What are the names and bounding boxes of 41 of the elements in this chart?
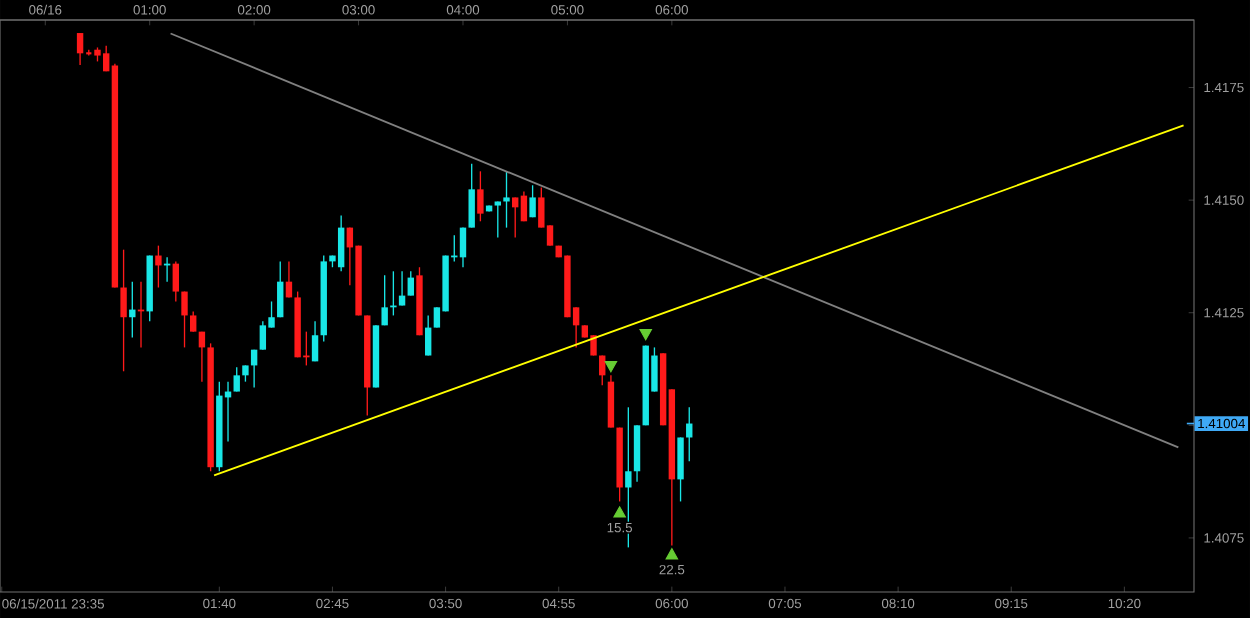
candlestick [599, 354, 606, 386]
point [639, 329, 653, 341]
candlestick [520, 190, 528, 222]
candlestick [424, 314, 432, 357]
candlestick [207, 342, 214, 472]
candlestick [468, 162, 475, 229]
candlestick [76, 32, 84, 66]
candlestick [633, 424, 641, 483]
candlestick [337, 214, 345, 272]
candlestick [398, 270, 406, 307]
candlestick [503, 170, 510, 229]
candlestick [477, 170, 484, 222]
candlestick [233, 366, 240, 393]
candlestick [607, 374, 615, 429]
candlestick [181, 290, 188, 349]
candlestick [494, 200, 501, 239]
point [665, 548, 679, 560]
point [613, 506, 626, 518]
candlestick [677, 436, 684, 503]
candlestick [216, 380, 223, 472]
candlestick [616, 426, 623, 503]
candlestick [372, 324, 380, 389]
candlestick [320, 254, 327, 343]
candlestick [155, 244, 162, 289]
candlestick [129, 280, 136, 339]
candlestick [407, 270, 414, 297]
candlestick [564, 254, 571, 318]
candlestick [311, 320, 319, 363]
candlestick [381, 274, 388, 327]
candlestick [459, 226, 467, 268]
candlestick [529, 184, 536, 218]
candlestick [172, 260, 180, 303]
candlestick [364, 314, 371, 417]
candlestick [512, 196, 519, 239]
candlestick [120, 249, 127, 372]
candlestick [277, 260, 284, 318]
candlestick [416, 266, 423, 336]
candlestick [259, 320, 267, 351]
candlestick [190, 310, 197, 333]
point [604, 361, 618, 373]
candlestick [146, 254, 153, 322]
